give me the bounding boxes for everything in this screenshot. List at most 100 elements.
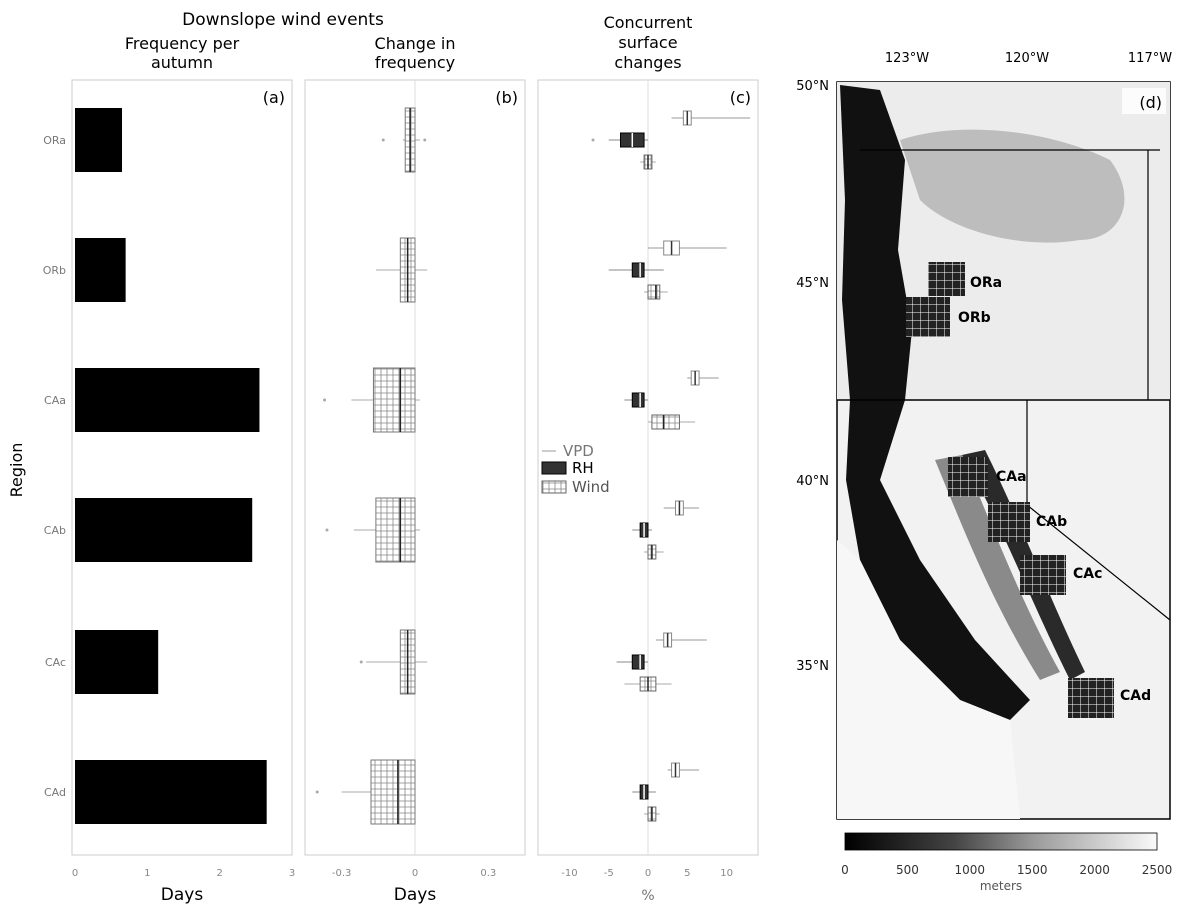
region-label-ora: ORa	[43, 134, 66, 147]
map-panel-label-bg	[1122, 88, 1166, 114]
panel-a-xtick-2: 2	[216, 868, 222, 879]
panel-b-xtick-0: -0.3	[332, 868, 352, 879]
panel-c-title-line-1: Concurrent	[604, 13, 693, 32]
panel-c-title-line-3: changes	[614, 53, 681, 72]
panel-b-xtick-1: 0	[412, 868, 418, 879]
panel-c-legend: VPD RH Wind	[541, 442, 610, 496]
lat-label-40n: 40°N	[796, 474, 829, 489]
panel-b-box-caa-box	[372, 367, 416, 433]
panel-a-xtick-0: 0	[72, 868, 78, 879]
map-label-caa: CAa	[996, 469, 1027, 485]
legend-rh-swatch	[541, 461, 567, 475]
map-panel-label: (d)	[1139, 93, 1162, 112]
map-central-valley	[935, 455, 1060, 680]
panel-b-boxes	[315, 107, 428, 825]
bar-cac	[75, 630, 159, 694]
panel-b-title-line-2: frequency	[375, 53, 455, 72]
panel-c-label: (c)	[730, 88, 751, 107]
colorbar-tick-0: 0	[841, 863, 849, 877]
lat-label-35n: 35°N	[796, 659, 829, 674]
map-label-ora: ORa	[970, 275, 1002, 291]
map-label-cad: CAd	[1120, 688, 1151, 704]
panel-c-boxes	[591, 110, 751, 822]
panel-a-x-ticks: 0 1 2 3	[72, 868, 295, 879]
colorbar	[844, 832, 1158, 851]
colorbar-label: meters	[980, 879, 1022, 893]
panel-c-xtick-0: -10	[561, 868, 577, 879]
region-label-orb: ORb	[43, 264, 66, 277]
panel-c-rh-box-ora-outlier-0	[591, 138, 595, 142]
legend-wind-label: Wind	[572, 478, 610, 496]
legend-wind-swatch	[541, 480, 567, 494]
panel-a-title-line-2: autumn	[151, 53, 213, 72]
panel-b-xlabel: Days	[394, 885, 437, 905]
legend-rh-label: RH	[572, 459, 594, 477]
region-label-caa: CAa	[44, 394, 66, 407]
map-border-ca-nv-diagonal	[1026, 504, 1171, 621]
panel-c-rh-box-caa-box	[631, 392, 645, 408]
lon-label-120w: 120°W	[1005, 51, 1049, 66]
panel-b-box-ora-outlier-1	[423, 138, 427, 142]
panel-c-rh-box-orb-box	[631, 262, 645, 278]
panel-c-xlabel: %	[641, 888, 654, 904]
map-grid-cac	[1020, 555, 1066, 595]
panel-c-xtick-2: 0	[645, 868, 651, 879]
panel-a-xtick-1: 1	[144, 868, 150, 879]
panel-a-bars	[75, 108, 267, 824]
panel-a-xlabel: Days	[161, 885, 204, 905]
panel-b-x-ticks: -0.3 0 0.3	[332, 868, 496, 879]
panel-c-rh-box-cac-box	[631, 654, 645, 670]
region-tick-labels: ORa ORb CAa CAb CAc CAd	[43, 134, 66, 799]
colorbar-tick-5: 2500	[1142, 863, 1173, 877]
panel-b-box-cac-outlier-0	[359, 660, 363, 664]
colorbar-tick-4: 2000	[1079, 863, 1110, 877]
panel-b-title-line-1: Change in	[375, 34, 456, 53]
map-grid-orb	[906, 297, 950, 337]
panel-c: Concurrent surface changes (c) -10 -5 0 5 10…	[537, 13, 759, 904]
panel-b-xtick-2: 0.3	[480, 868, 496, 879]
lon-label-123w: 123°W	[885, 51, 929, 66]
panel-b-label: (b)	[495, 88, 518, 107]
colorbar-ticks: 0 500 1000 1500 2000 2500	[841, 863, 1172, 877]
panel-c-xtick-3: 5	[684, 868, 690, 879]
bar-ora	[75, 108, 123, 172]
panel-a: Frequency per autumn (a) ORa ORb CAa CAb CAc…	[43, 34, 295, 905]
panel-c-wind-box-orb-box	[647, 284, 661, 300]
panel-a-xtick-3: 3	[289, 868, 295, 879]
panel-b-box-ora-outlier-0	[381, 138, 385, 142]
map-ocean-southwest	[837, 540, 1020, 819]
map-highlands	[900, 129, 1125, 243]
legend-vpd-label: VPD	[563, 442, 594, 460]
map-grid-cab	[988, 502, 1030, 542]
panel-a-title-line-1: Frequency per	[125, 34, 240, 53]
lat-label-45n: 45°N	[796, 276, 829, 291]
panel-a-frame	[71, 79, 293, 856]
figure-title: Downslope wind events	[182, 10, 384, 30]
map-grid-caa	[948, 457, 988, 497]
colorbar-tick-2: 1000	[955, 863, 986, 877]
map-label-orb: ORb	[958, 310, 991, 326]
y-axis-label: Region	[7, 443, 26, 498]
panel-c-x-ticks: -10 -5 0 5 10	[561, 868, 733, 879]
region-label-cad: CAd	[44, 786, 66, 799]
panel-b-box-cab-outlier-0	[325, 528, 329, 532]
panel-b: Change in frequency (b) -0.3 0 0.3 Days	[304, 34, 526, 905]
bar-caa	[75, 368, 260, 432]
region-label-cab: CAb	[44, 524, 66, 537]
panel-d-map: ORa ORb CAa CAb CAc CAd (d) 123°W 120°W …	[796, 51, 1172, 893]
bar-orb	[75, 238, 126, 302]
bar-cab	[75, 498, 253, 562]
colorbar-tick-3: 1500	[1017, 863, 1048, 877]
panel-c-xtick-1: -5	[604, 868, 614, 879]
lat-label-50n: 50°N	[796, 79, 829, 94]
region-label-cac: CAc	[45, 656, 66, 669]
panel-b-box-caa-outlier-0	[323, 398, 327, 402]
panel-c-xtick-4: 10	[720, 868, 733, 879]
map-grid-ora	[928, 262, 965, 296]
map-grid-cad	[1068, 678, 1114, 718]
panel-b-box-cad-box	[370, 759, 416, 825]
map-label-cab: CAb	[1036, 514, 1067, 530]
lon-label-117w: 117°W	[1128, 51, 1172, 66]
panel-c-wind-box-caa-box	[651, 414, 680, 430]
